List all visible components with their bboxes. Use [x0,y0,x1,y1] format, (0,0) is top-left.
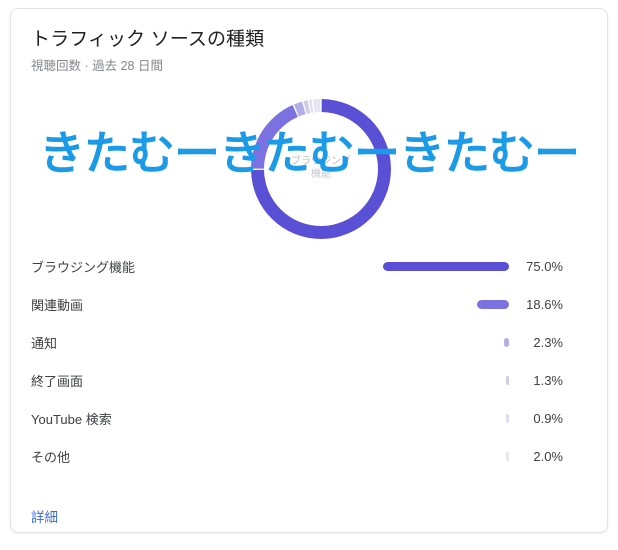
list-item[interactable]: 終了画面 1.3% [11,361,607,399]
source-label: YouTube 検索 [31,411,112,427]
source-label: 通知 [31,335,58,351]
donut-segment[interactable] [303,100,311,114]
donut-segment[interactable] [251,105,298,169]
bar-fill [506,375,509,385]
card-subtitle: 視聴回数 · 過去 28 日間 [31,59,163,73]
donut-chart[interactable]: ブラウジング 機能 [251,93,391,245]
bar-track [371,451,509,461]
source-percentage: 2.3% [533,334,563,350]
bar-fill [506,413,509,423]
source-label: 終了画面 [31,373,84,389]
source-percentage: 18.6% [526,296,563,312]
donut-segment[interactable] [293,101,306,117]
list-item[interactable]: 通知 2.3% [11,323,607,361]
source-percentage: 75.0% [526,258,563,274]
bar-track [371,413,509,423]
source-label: 関連動画 [31,297,84,313]
bar-fill [504,337,509,347]
list-item[interactable]: YouTube 検索 0.9% [11,399,607,437]
source-label: その他 [31,449,71,465]
bar-fill [506,451,509,461]
list-item[interactable]: ブラウジング機能 75.0% [11,247,607,285]
source-percentage: 1.3% [533,372,563,388]
traffic-source-card: トラフィック ソースの種類 視聴回数 · 過去 28 日間 ブラウジング 機能 … [10,8,608,533]
list-item[interactable]: その他 2.0% [11,437,607,475]
details-link[interactable]: 詳細 [31,510,58,525]
source-percentage: 0.9% [533,410,563,426]
bar-fill [383,261,509,271]
page-title: トラフィック ソースの種類 [31,29,265,50]
bar-fill [477,299,509,309]
bar-track [371,337,509,347]
bar-track [371,299,509,309]
source-label: ブラウジング機能 [31,259,136,275]
donut-segment[interactable] [309,99,314,113]
card-footer: 詳細 [31,506,58,527]
traffic-source-list: ブラウジング機能 75.0% 関連動画 18.6% 通知 2.3% 終了画面 1.3% YouT… [11,247,607,475]
bar-track [371,261,509,271]
source-percentage: 2.0% [533,448,563,464]
donut-chart-svg [251,99,391,240]
list-item[interactable]: 関連動画 18.6% [11,285,607,323]
card-header: トラフィック ソースの種類 視聴回数 · 過去 28 日間 [31,27,587,76]
bar-track [371,375,509,385]
donut-segment[interactable] [312,99,321,113]
